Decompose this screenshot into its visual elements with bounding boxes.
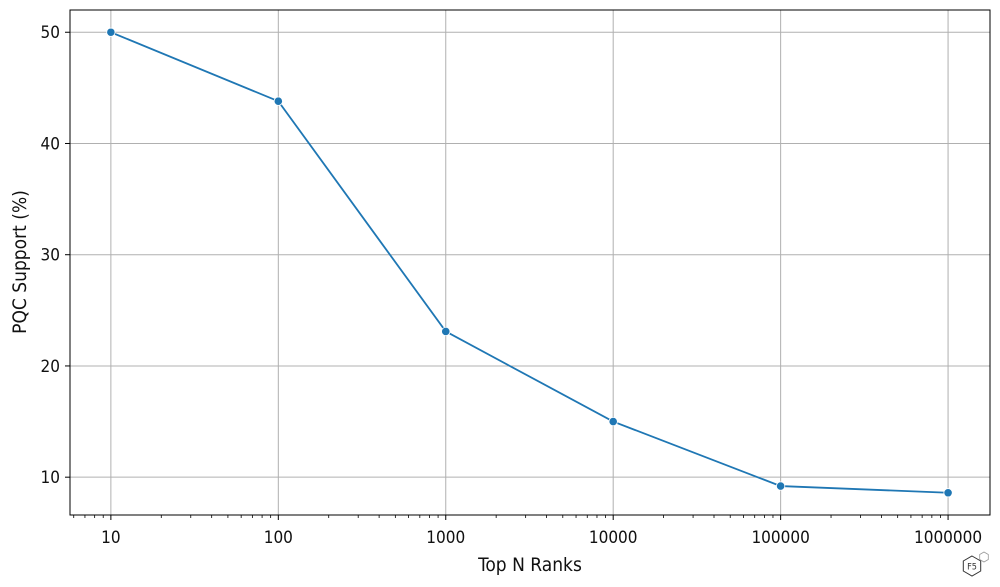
svg-text:F5: F5 <box>967 563 977 573</box>
series-line <box>106 27 953 498</box>
axes: 10 100 1000 10000 100000 1000000 10 20 30 40 50 <box>41 23 983 548</box>
y-tick-label: 40 <box>41 134 60 154</box>
f5-logo: F5 <box>962 551 989 577</box>
y-tick-label: 30 <box>41 246 60 266</box>
data-point <box>273 96 283 106</box>
data-point <box>776 481 786 491</box>
x-axis-label: Top N Ranks <box>477 554 582 576</box>
y-tick-label: 50 <box>41 23 60 43</box>
y-axis-label: PQC Support (%) <box>9 190 31 334</box>
x-tick-label: 1000000 <box>914 528 982 548</box>
plot-frame <box>69 9 991 516</box>
x-tick-label: 100000 <box>751 528 809 548</box>
grid <box>70 10 990 515</box>
x-tick-label: 10000 <box>589 528 638 548</box>
x-tick-label: 100 <box>264 528 293 548</box>
data-point <box>106 27 116 37</box>
series-path <box>110 31 949 494</box>
y-tick-label: 20 <box>41 357 60 377</box>
data-point <box>441 326 451 337</box>
x-tick-label: 1000 <box>426 528 465 548</box>
data-point <box>943 488 953 498</box>
data-point <box>608 416 618 427</box>
y-tick-label: 10 <box>41 468 60 488</box>
x-tick-label: 10 <box>101 528 120 548</box>
